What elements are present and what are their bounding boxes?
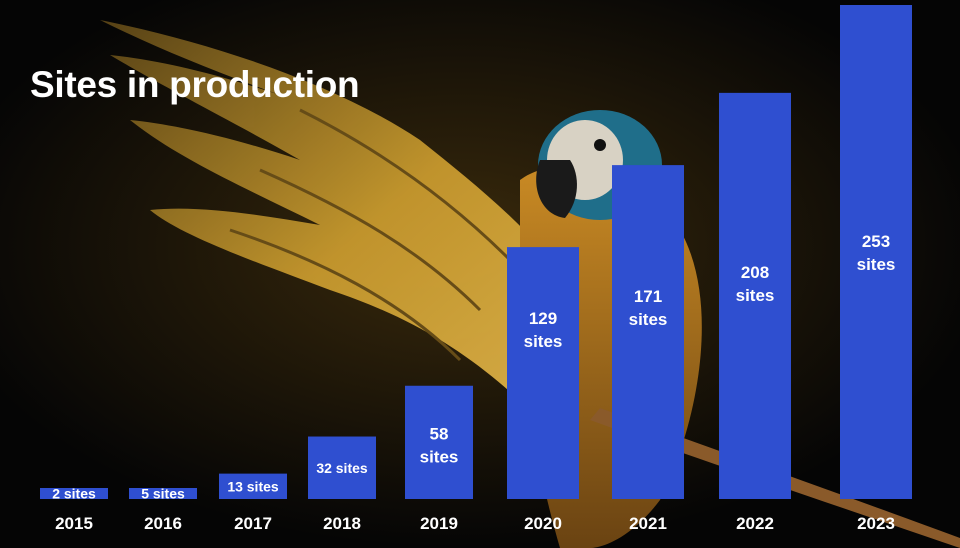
x-tick-label-2017: 2017 <box>234 514 272 533</box>
x-tick-label-2016: 2016 <box>144 514 182 533</box>
bar-2021 <box>612 165 684 500</box>
parrot-beak <box>536 160 577 218</box>
x-tick-label-2020: 2020 <box>524 514 562 533</box>
bar-2015 <box>40 488 108 499</box>
value-label-2022: 208 sites <box>736 263 775 305</box>
x-tick-label-2021: 2021 <box>629 514 667 533</box>
value-label-2015: 2 sites <box>52 486 96 502</box>
x-tick-labels-group: 2015 2016 2017 2018 2019 2020 2021 2022 2023 <box>55 514 895 533</box>
value-label-2017: 13 sites <box>227 478 279 494</box>
bars-group <box>40 5 912 500</box>
value-label-2018: 32 sites <box>316 460 368 476</box>
x-tick-label-2015: 2015 <box>55 514 93 533</box>
bar-2017 <box>219 473 287 499</box>
x-tick-label-2019: 2019 <box>420 514 458 533</box>
chart-title: Sites in production <box>30 64 360 105</box>
value-label-2023: 253 sites <box>857 232 896 274</box>
parrot-wing <box>100 20 560 420</box>
x-tick-label-2023: 2023 <box>857 514 895 533</box>
value-label-2016: 5 sites <box>141 486 185 502</box>
bar-2020 <box>507 247 579 499</box>
value-labels-group: 2 sites 5 sites 13 sites 32 sites 58 sites 129… <box>52 232 895 502</box>
bar-2018 <box>308 436 376 499</box>
bar-2016 <box>129 488 197 499</box>
value-label-2019: 58 sites <box>420 424 459 466</box>
bar-2019 <box>405 385 473 499</box>
value-label-2021: 171 sites <box>629 287 668 329</box>
bar-2023 <box>840 5 912 499</box>
value-label-2020: 129 sites <box>524 309 563 351</box>
x-tick-label-2022: 2022 <box>736 514 774 533</box>
x-tick-label-2018: 2018 <box>323 514 361 533</box>
bar-2022 <box>719 92 791 500</box>
